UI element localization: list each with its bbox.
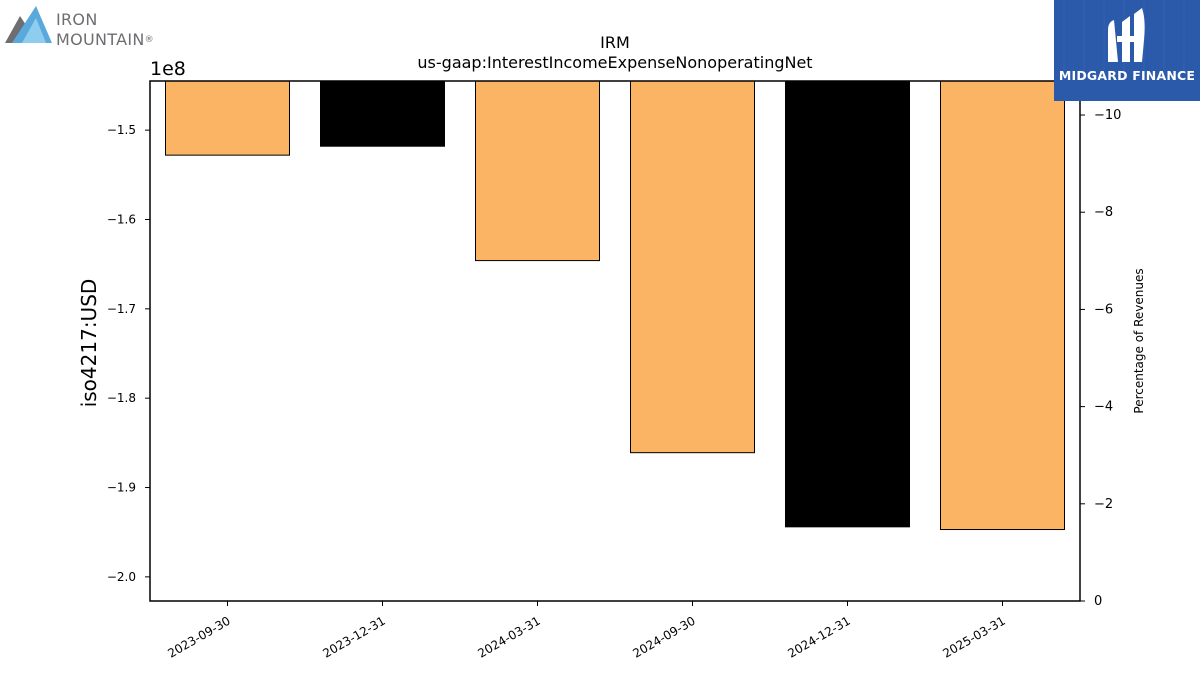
- iron-mountain-line1: IRON: [56, 10, 98, 29]
- y2-tick-label: −2: [1094, 497, 1113, 512]
- y-tick-label: −1.5: [107, 123, 136, 137]
- bar-2025-03-31: [940, 80, 1065, 531]
- y-axis-label: iso4217:USD: [77, 279, 101, 408]
- chart-title: IRM: [600, 33, 630, 52]
- bar-2023-09-30: [165, 80, 290, 156]
- y-tick-label: −1.8: [107, 391, 136, 405]
- x-tick-label-2024-09-30: 2024-09-30: [630, 614, 697, 661]
- bar-2024-12-31: [785, 80, 910, 528]
- y2-tick-label: −4: [1094, 400, 1113, 415]
- registered-mark: ®: [144, 35, 154, 45]
- y2-tick-label: −8: [1094, 205, 1113, 220]
- bar-2024-03-31: [475, 80, 600, 262]
- y2-tick-label: −10: [1094, 108, 1121, 123]
- plot-frame: [149, 80, 1081, 602]
- x-tick-label-2024-12-31: 2024-12-31: [785, 614, 852, 661]
- x-tick-label-2025-03-31: 2025-03-31: [940, 614, 1007, 661]
- y2-axis-label: Percentage of Revenues: [1132, 268, 1146, 413]
- y-tick-label: −1.9: [107, 481, 136, 495]
- midgard-logo-icon: [1054, 0, 1200, 70]
- x-tick-label-2023-12-31: 2023-12-31: [320, 614, 387, 661]
- y2-tick-label: −6: [1094, 302, 1113, 317]
- bar-2023-12-31: [320, 80, 445, 147]
- iron-mountain-line2: MOUNTAIN: [56, 30, 145, 49]
- x-tick-label-2024-03-31: 2024-03-31: [475, 614, 542, 661]
- y-offset-text: 1e8: [150, 58, 186, 80]
- midgard-finance-logo: MIDGARD FINANCE: [1054, 0, 1200, 101]
- y-tick-label: −1.7: [107, 302, 136, 316]
- x-tick-label-2023-09-30: 2023-09-30: [165, 614, 232, 661]
- y2-tick-label: 0: [1094, 594, 1102, 609]
- midgard-finance-name: MIDGARD FINANCE: [1058, 68, 1196, 83]
- iron-mountain-logo: IRON MOUNTAIN®: [4, 4, 174, 49]
- iron-mountain-mountain-icon: [5, 6, 52, 43]
- bar-2024-09-30: [630, 80, 755, 454]
- y-tick-label: −1.6: [107, 212, 136, 226]
- y-tick-label: −2.0: [107, 570, 136, 584]
- chart-subtitle: us-gaap:InterestIncomeExpenseNonoperatin…: [417, 53, 812, 72]
